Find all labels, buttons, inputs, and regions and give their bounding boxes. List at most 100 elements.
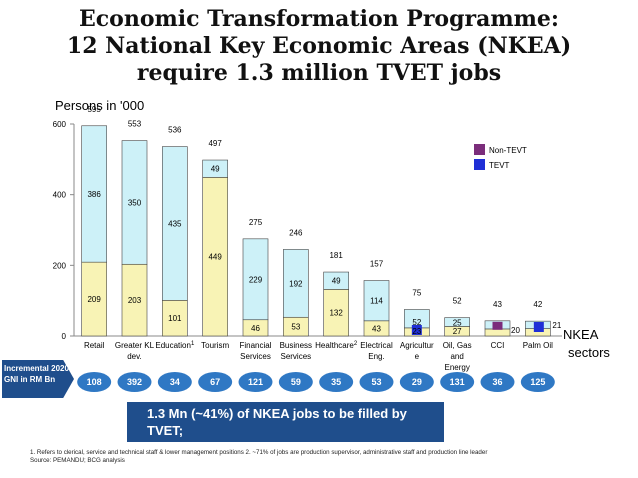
x-category-label: Oil, Gas and Energy: [443, 341, 472, 372]
gni-circle: [77, 372, 112, 392]
bar-total-label: 157: [370, 260, 384, 269]
bar-non-tevt: [323, 271, 349, 290]
y-axis-label: Persons in '000: [55, 98, 144, 113]
data-label-non-tevt: 386: [87, 190, 101, 199]
gni-circle: [157, 372, 192, 392]
data-label-tevt: 27: [453, 327, 462, 336]
title-line-3: require 1.3 million TVET jobs: [136, 60, 502, 86]
bar-non-tevt: [242, 238, 269, 321]
y-tick-label: 0: [62, 332, 67, 341]
legend-label-non-tevt: Non-TEVT: [489, 146, 527, 155]
data-label-tevt: 43: [372, 324, 381, 333]
data-label-non-tevt: 350: [128, 198, 142, 207]
x-category-label: Education1: [155, 341, 195, 350]
non-tevt-marker: [492, 321, 503, 330]
y-tick-label: 400: [53, 191, 67, 200]
tevt-marker: [411, 325, 422, 335]
gni-value: 59: [291, 377, 301, 387]
bar-non-tevt: [202, 159, 228, 178]
data-label-non-tevt: 49: [211, 165, 220, 174]
bar-total-label: 595: [87, 105, 101, 114]
bar-total-label: 246: [289, 228, 303, 237]
bar-non-tevt: [81, 125, 107, 263]
gni-value: 35: [331, 377, 341, 387]
data-label-non-tevt: 52: [412, 318, 421, 327]
bar-tevt: [121, 263, 148, 337]
gni-value: 125: [530, 377, 545, 387]
x-category-label: Business Services: [280, 341, 312, 361]
bar-total-label: 275: [249, 218, 263, 227]
gni-value: 392: [127, 377, 142, 387]
tevt-marker: [533, 322, 544, 332]
bar-total-label: 52: [453, 297, 462, 306]
gni-value: 131: [450, 377, 465, 387]
x-category-label: Agricultur e: [400, 341, 434, 361]
data-label-tevt: 101: [168, 314, 182, 323]
gni-value: 121: [248, 377, 263, 387]
data-label-non-tevt: 49: [332, 277, 341, 286]
x-category-label: Electrical Eng.: [360, 341, 393, 361]
bar-total-label: 181: [329, 251, 343, 260]
data-label-tevt: 53: [291, 323, 300, 332]
data-label-tevt: 203: [128, 296, 142, 305]
x-category-label: CCI: [491, 341, 505, 350]
data-label-tevt: 21: [552, 321, 561, 330]
callout-line-2: top 5 sectors make up 82% of TVET jobs: [147, 440, 397, 455]
data-label-tevt: 20: [511, 326, 520, 335]
gni-circle: [520, 372, 555, 392]
bar-total-label: 42: [533, 300, 542, 309]
legend-label-tevt: TEVT: [489, 161, 510, 170]
y-tick-label: 600: [53, 120, 67, 129]
bar-total-label: 536: [168, 126, 182, 135]
data-label-tevt: 132: [329, 309, 343, 318]
gni-value: 108: [87, 377, 102, 387]
bar-tevt: [162, 300, 188, 337]
gni-circle: [198, 372, 233, 392]
gni-circle: [480, 372, 515, 392]
bar-total-label: 553: [128, 120, 142, 129]
data-label-tevt: 209: [87, 295, 101, 304]
bar-non-tevt: [283, 249, 309, 318]
bar-non-tevt: [444, 317, 470, 327]
axis-note-line-2: sectors: [568, 345, 610, 360]
gni-circle: [117, 372, 152, 392]
data-label-non-tevt: 114: [370, 297, 383, 306]
gni-circle: [440, 372, 475, 392]
gni-circle: [319, 372, 354, 392]
title-line-1: Economic Transformation Programme:: [78, 6, 559, 32]
bar-non-tevt: [363, 280, 390, 322]
gni-value: 36: [492, 377, 502, 387]
data-label-tevt: 46: [251, 324, 260, 333]
y-tick-label: 200: [53, 261, 67, 270]
title-line-2: 12 National Key Economic Areas (NKEA): [66, 33, 572, 59]
legend-swatch-non-tevt: [474, 144, 485, 155]
source-line: Source: PEMANDU; BCG analysis: [30, 457, 125, 464]
bar-non-tevt: [121, 140, 148, 265]
data-label-non-tevt: 192: [289, 279, 303, 288]
bar-tevt: [202, 177, 228, 337]
data-label-non-tevt: 229: [249, 275, 263, 284]
x-category-label: Healthcare2: [315, 341, 358, 350]
data-label-non-tevt: 435: [168, 219, 182, 228]
bar-total-label: 75: [412, 289, 421, 298]
gni-row-label: Incremental 2020 GNI in RM Bn: [2, 360, 74, 398]
x-category-label: Financial Services: [239, 341, 271, 361]
x-category-label: Greater KL dev.: [115, 341, 155, 361]
bar-non-tevt: [162, 146, 188, 301]
x-category-label: Tourism: [201, 341, 229, 350]
gni-value: 29: [412, 377, 422, 387]
gni-circle: [278, 372, 313, 392]
slide-title: Economic Transformation Programme: 12 Na…: [0, 6, 638, 87]
data-label-tevt: 23: [412, 327, 421, 336]
bar-total-label: 43: [493, 300, 502, 309]
footnote-line-1: 1. Refers to clerical, service and techn…: [30, 449, 488, 456]
bar-tevt: [484, 328, 511, 337]
gni-value: 67: [210, 377, 220, 387]
bar-total-label: 497: [208, 139, 222, 148]
legend-swatch-tevt: [474, 159, 485, 170]
gni-circle: [238, 372, 273, 392]
data-label-non-tevt: 25: [453, 319, 462, 328]
gni-circle: [359, 372, 394, 392]
data-label-tevt: 449: [208, 253, 222, 262]
